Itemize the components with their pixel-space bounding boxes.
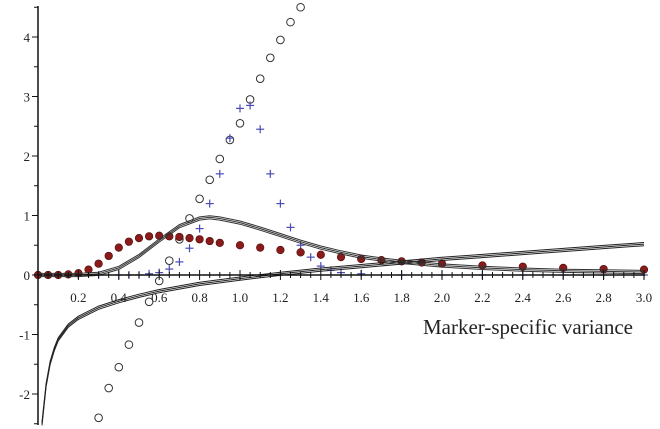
series-0-point <box>296 2 305 12</box>
x-tick-label: 2.6 <box>555 290 572 305</box>
series-3-line <box>38 218 645 278</box>
x-tick-label: 1.4 <box>313 290 330 305</box>
series-2-point <box>124 237 133 246</box>
series-0-point <box>235 118 245 128</box>
y-tick-label: 3 <box>24 90 31 105</box>
x-tick-label: 3.0 <box>636 290 652 305</box>
y-tick-label: -2 <box>19 387 30 402</box>
series-2-point <box>185 234 194 243</box>
series-1-point <box>195 224 204 233</box>
x-tick-label: 0.4 <box>111 290 128 305</box>
x-tick-label: 0.8 <box>191 290 207 305</box>
y-tick-label: 1 <box>24 209 31 224</box>
series-1-point <box>276 199 285 208</box>
series-4-line <box>41 243 645 424</box>
series-3-line <box>38 215 645 274</box>
x-tick-label: 2.0 <box>434 290 450 305</box>
series-0-point <box>165 256 174 266</box>
series-0-point <box>255 74 265 83</box>
series-1-point <box>236 104 244 113</box>
series-2-point <box>336 253 346 262</box>
series-1-point <box>185 244 194 253</box>
series-1-point <box>316 262 325 271</box>
series-2-point <box>114 243 123 252</box>
series-0-point <box>276 35 285 45</box>
series-1-point <box>296 241 305 250</box>
series-1-point <box>225 134 234 143</box>
ticks-layer: 0.2 0.4 0.6 0.8 1.0 1.2 1.4 1.6 1.8 2.0 2.2 2.4 2.6 2… <box>19 6 652 425</box>
series-0-point <box>266 53 275 63</box>
x-tick-label: 0.2 <box>70 290 86 305</box>
series-1-point <box>165 265 174 274</box>
series-1-point <box>215 169 224 178</box>
series-1-point <box>266 169 275 178</box>
marks-layer <box>33 2 649 426</box>
x-axis-title: Marker-specific variance <box>423 315 633 339</box>
series-2-point <box>104 251 113 261</box>
series-1-point <box>286 223 295 232</box>
y-tick-label: 0 <box>24 268 31 283</box>
series-0-point <box>104 383 113 393</box>
series-2-point <box>296 248 305 257</box>
series-0-point <box>124 340 134 349</box>
series-0-point <box>215 154 225 164</box>
series-0-point <box>114 362 124 372</box>
series-0-point <box>195 194 204 204</box>
y-tick-label: 2 <box>24 149 31 164</box>
x-tick-label: 2.2 <box>474 290 490 305</box>
x-tick-label: 1.6 <box>353 290 370 305</box>
series-2-point <box>276 245 285 255</box>
series-1-point <box>175 257 184 266</box>
x-tick-label: 0.6 <box>151 290 168 305</box>
series-2-point <box>145 232 154 241</box>
x-tick-label: 2.4 <box>515 290 532 305</box>
series-0-point <box>94 413 103 423</box>
axes-layer <box>37 6 645 425</box>
series-2-point <box>235 241 245 250</box>
series-0-point <box>286 17 295 27</box>
series-1-point <box>246 101 255 110</box>
series-2-point <box>256 243 265 252</box>
series-2-point <box>195 235 204 244</box>
series-2-point <box>205 236 214 246</box>
series-3-line <box>38 216 645 276</box>
series-2-point <box>175 232 184 242</box>
y-tick-label: 4 <box>24 30 31 45</box>
x-tick-label: 1.2 <box>272 290 288 305</box>
series-2-point <box>94 259 103 268</box>
series-2-point <box>215 238 224 247</box>
series-0-point <box>134 318 144 327</box>
y-tick-label: -1 <box>19 328 30 343</box>
series-4-line <box>41 245 645 426</box>
series-2-point <box>134 234 144 243</box>
x-tick-label: 1.8 <box>393 290 409 305</box>
series-0-point <box>144 297 154 307</box>
x-tick-label: 2.8 <box>595 290 611 305</box>
x-tick-label: 1.0 <box>232 290 248 305</box>
series-0-point <box>205 175 214 185</box>
series-4-line <box>41 242 645 423</box>
series-1-point <box>256 125 265 134</box>
series-1-point <box>306 253 315 262</box>
series-2-point <box>316 250 325 259</box>
series-1-point <box>205 199 214 208</box>
